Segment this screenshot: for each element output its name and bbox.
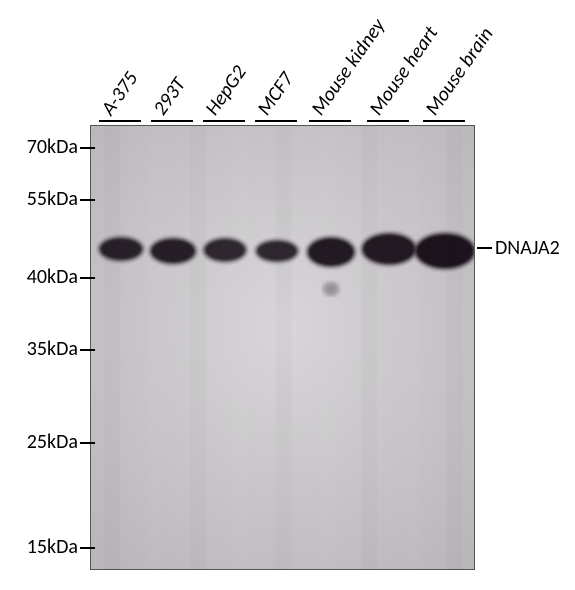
- mw-label: 70kDa: [27, 135, 78, 159]
- band-label: DNAJA2: [495, 236, 560, 260]
- band-pointer: [477, 247, 492, 249]
- lane-header-bar: [309, 120, 351, 122]
- lane-header-bar: [255, 120, 297, 122]
- band: [363, 234, 416, 264]
- mw-label: 35kDa: [27, 337, 78, 361]
- lane-header-bar: [99, 120, 141, 122]
- lane-label: A-375: [96, 67, 143, 120]
- mw-tick: [80, 147, 95, 149]
- band: [257, 241, 297, 261]
- lane-header-bar: [367, 120, 409, 122]
- mw-label: 25kDa: [27, 430, 78, 454]
- band: [308, 238, 354, 266]
- band: [416, 234, 474, 268]
- lane-label: MCF7: [252, 68, 299, 120]
- lane-label: HepG2: [200, 61, 251, 120]
- mw-tick: [80, 442, 95, 444]
- band-smear: [323, 282, 339, 296]
- mw-tick: [80, 547, 95, 549]
- lane-header-bar: [151, 120, 193, 122]
- mw-label: 15kDa: [27, 535, 78, 559]
- mw-tick: [80, 199, 95, 201]
- mw-tick: [80, 277, 95, 279]
- western-blot-figure: 70kDa 55kDa 40kDa 35kDa 25kDa 15kDa A-375293T…: [0, 0, 575, 590]
- mw-tick: [80, 349, 95, 351]
- lane-label: 293T: [148, 73, 191, 120]
- band: [151, 239, 195, 263]
- band: [100, 238, 142, 260]
- mw-label: 55kDa: [27, 187, 78, 211]
- lane-header-bar: [203, 120, 245, 122]
- blot-film: [90, 125, 475, 570]
- mw-label: 40kDa: [27, 265, 78, 289]
- lane-header-bar: [423, 120, 465, 122]
- band: [205, 239, 246, 261]
